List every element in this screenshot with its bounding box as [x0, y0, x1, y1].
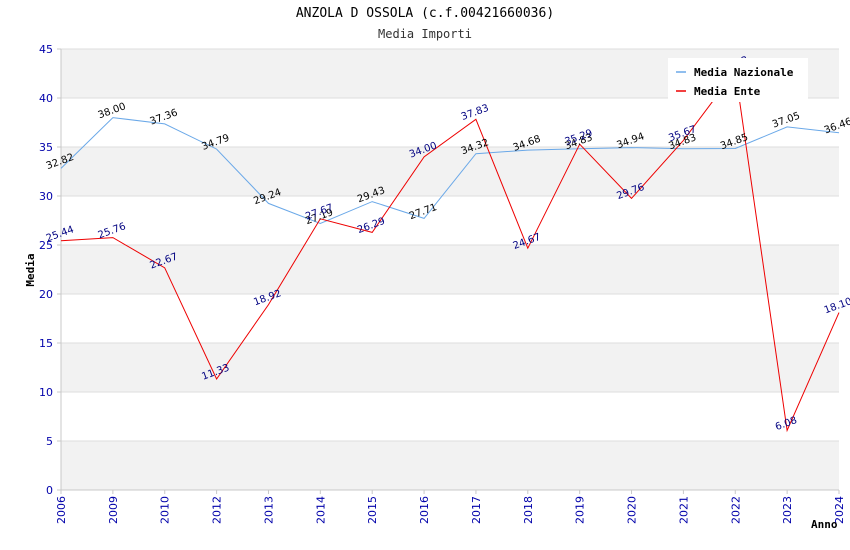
series-lines — [60, 69, 840, 433]
y-tick-label: 25 — [39, 239, 53, 252]
legend-label: Media Ente — [694, 85, 761, 98]
y-tick-label: 45 — [39, 43, 53, 56]
chart-title: ANZOLA D OSSOLA (c.f.00421660036) — [295, 6, 555, 21]
grid-band — [61, 392, 839, 441]
y-tick-label: 30 — [39, 190, 53, 203]
y-tick-label: 40 — [39, 92, 53, 105]
x-tick-label: 2014 — [314, 496, 327, 524]
y-axis-title: Media — [24, 253, 37, 286]
axes — [60, 49, 839, 491]
x-tick-label: 2017 — [470, 496, 483, 524]
x-tick-label: 2021 — [677, 496, 690, 524]
chart-subtitle: Media Importi — [378, 27, 472, 41]
y-tick-label: 15 — [39, 337, 53, 350]
x-tick-label: 2022 — [729, 496, 742, 524]
grid-band — [61, 147, 839, 196]
legend-box — [668, 58, 808, 102]
x-tick-label: 2009 — [107, 496, 120, 524]
x-axis-ticks: 2006 2009 2010 2012 2013 2014 2015 2016 2017 2018… — [55, 490, 846, 524]
grid-band — [61, 343, 839, 392]
series-line-media-nazionale — [60, 117, 840, 225]
y-tick-label: 35 — [39, 141, 53, 154]
x-tick-label: 2015 — [366, 496, 379, 524]
x-tick-label: 2016 — [418, 496, 431, 524]
y-tick-label: 0 — [46, 484, 53, 497]
x-tick-label: 2024 — [833, 496, 846, 524]
y-tick-label: 5 — [46, 435, 53, 448]
grid-bands — [61, 48, 839, 491]
grid-band — [61, 196, 839, 245]
x-tick-label: 2006 — [55, 496, 68, 524]
grid-band — [61, 441, 839, 490]
legend-label: Media Nazionale — [694, 66, 794, 79]
x-tick-label: 2013 — [262, 496, 275, 524]
x-axis-title: Anno — [811, 518, 838, 531]
x-tick-label: 2020 — [626, 496, 639, 524]
x-tick-label: 2012 — [211, 496, 224, 524]
x-tick-label: 2010 — [159, 496, 172, 524]
series-line-media-ente — [60, 69, 840, 433]
y-axis-ticks: 0 5 10 15 20 25 30 35 40 45 — [39, 43, 61, 497]
legend: Media Nazionale Media Ente — [668, 58, 808, 102]
grid-band — [61, 294, 839, 343]
x-tick-label: 2018 — [522, 496, 535, 524]
x-tick-label: 2023 — [781, 496, 794, 524]
x-tick-label: 2019 — [574, 496, 587, 524]
y-tick-label: 10 — [39, 386, 53, 399]
grid-band — [61, 245, 839, 294]
y-tick-label: 20 — [39, 288, 53, 301]
